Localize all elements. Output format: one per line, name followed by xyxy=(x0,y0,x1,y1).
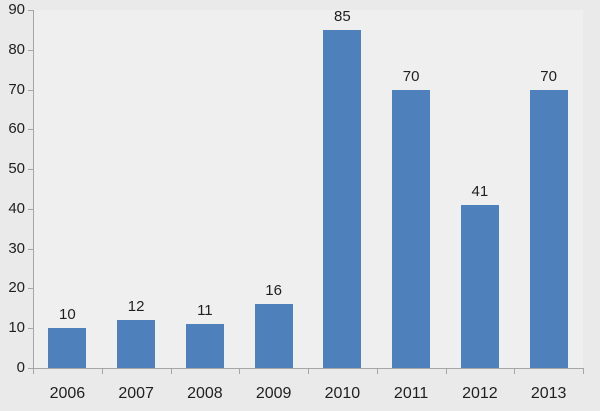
x-tick xyxy=(33,369,34,374)
bar-value-label: 70 xyxy=(540,67,557,85)
y-axis-label: 0 xyxy=(16,359,25,376)
x-tick xyxy=(514,369,516,374)
y-axis-label: 80 xyxy=(8,40,25,58)
bar-value-label: 16 xyxy=(265,282,282,300)
bar xyxy=(117,320,156,368)
x-axis-label: 2012 xyxy=(462,385,498,402)
y-axis-label: 40 xyxy=(8,199,25,217)
y-axis-label: 50 xyxy=(8,160,25,178)
bar-value-label: 12 xyxy=(127,298,145,316)
x-axis-label: 2008 xyxy=(187,385,223,402)
y-tick xyxy=(28,89,33,91)
y-tick xyxy=(28,129,33,131)
x-axis-label: 2007 xyxy=(118,385,154,402)
bar xyxy=(254,304,293,368)
y-tick xyxy=(28,248,33,250)
x-tick xyxy=(101,369,103,374)
bar xyxy=(529,89,568,368)
bar-value-label: 41 xyxy=(471,182,489,200)
y-tick xyxy=(28,49,33,51)
bar-value-label: 70 xyxy=(402,67,420,85)
bar-value-label: 10 xyxy=(59,306,76,324)
x-tick xyxy=(308,369,309,374)
y-axis-label: 30 xyxy=(8,239,25,257)
x-tick xyxy=(170,369,172,374)
bar xyxy=(460,204,499,368)
y-tick xyxy=(28,10,33,11)
x-tick xyxy=(583,369,584,374)
x-axis-label: 2013 xyxy=(530,385,567,402)
x-axis-label: 2011 xyxy=(393,385,429,402)
bar xyxy=(392,89,431,368)
bar xyxy=(48,328,87,368)
x-tick xyxy=(239,369,241,374)
y-tick xyxy=(28,208,33,210)
x-axis-label: 2010 xyxy=(324,385,361,402)
y-axis-line xyxy=(33,10,34,368)
y-axis-label: 10 xyxy=(8,319,25,337)
x-axis-line xyxy=(33,368,584,369)
y-axis-label: 90 xyxy=(8,1,25,18)
x-axis-label: 2009 xyxy=(255,385,292,402)
bar-value-label: 85 xyxy=(334,7,351,25)
x-axis-label: 2006 xyxy=(49,385,86,402)
x-tick xyxy=(445,369,447,374)
y-tick xyxy=(28,328,33,330)
y-axis-label: 60 xyxy=(8,120,25,138)
y-axis-label: 70 xyxy=(8,80,25,98)
bar xyxy=(323,29,362,368)
y-tick xyxy=(28,169,33,171)
x-tick xyxy=(376,369,378,374)
y-tick xyxy=(28,288,33,290)
y-tick xyxy=(28,368,33,369)
bar xyxy=(185,324,224,368)
y-axis-label: 20 xyxy=(8,279,25,297)
bar-value-label: 11 xyxy=(197,302,213,320)
